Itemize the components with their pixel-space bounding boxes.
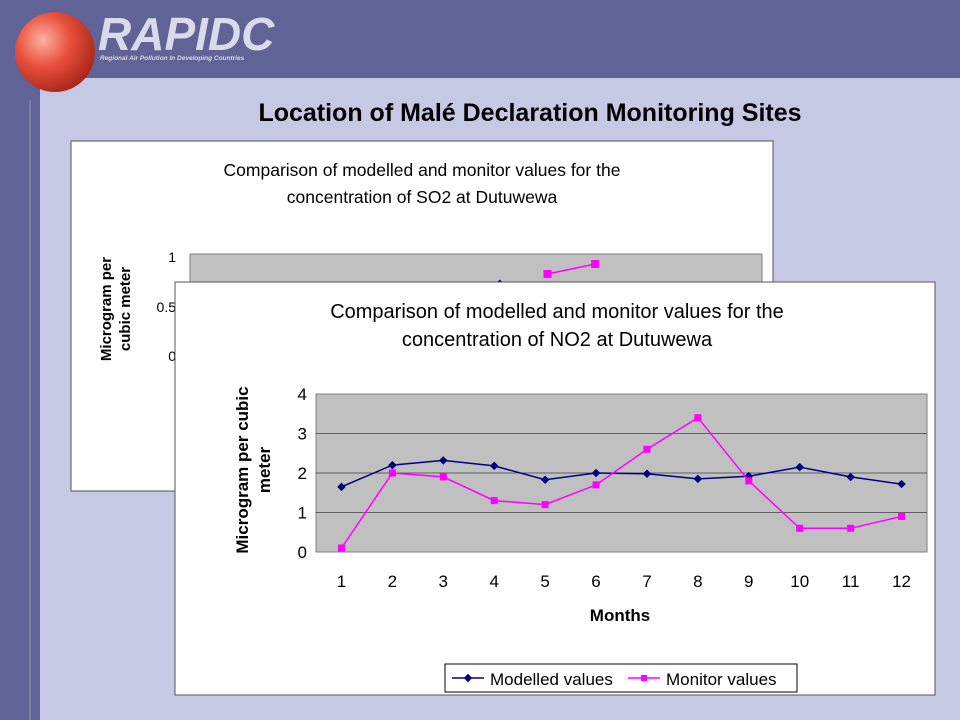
logo-sphere-icon <box>15 12 95 92</box>
modelled-point <box>540 475 550 484</box>
monitor-point <box>388 469 396 477</box>
so2-ytick: 0.5 <box>157 299 177 315</box>
no2-xtick-label: 2 <box>388 572 397 591</box>
no2-chart-title-line1: Comparison of modelled and monitor value… <box>330 301 784 323</box>
no2-xtick-label: 4 <box>489 572 498 591</box>
no2-ytick-label: 0 <box>298 543 307 562</box>
monitor-point <box>439 473 447 481</box>
modelled-point <box>439 456 448 465</box>
so2-chart-title-line2: concentration of SO2 at Dutuwewa <box>287 187 558 207</box>
modelled-point <box>337 482 346 492</box>
monitor-point <box>337 544 345 552</box>
so2-monitor-point <box>543 270 552 278</box>
no2-chart-title-line2: concentration of NO2 at Dutuwewa <box>402 329 713 351</box>
modelled-point <box>693 474 703 484</box>
legend-box <box>444 663 798 693</box>
no2-xtick-label: 12 <box>892 572 911 591</box>
no2-xtick-label: 3 <box>439 572 448 591</box>
no2-xtick-label: 11 <box>842 572 860 591</box>
no2-xtick-label: 8 <box>693 572 702 591</box>
legend-monitor-label: Monitor values <box>666 670 777 689</box>
no2-ytick-label: 4 <box>298 385 307 404</box>
so2-monitor-point <box>591 260 600 268</box>
so2-ylabel-line1: Microgram per <box>98 257 115 361</box>
modelled-point <box>846 472 855 482</box>
monitor-point <box>592 481 600 489</box>
no2-ytick-label: 1 <box>298 504 307 523</box>
legend-modelled-label: Modelled values <box>490 670 613 689</box>
monitor-point <box>898 512 906 520</box>
so2-ylabel-line2: cubic meter <box>117 267 134 351</box>
no2-legend: Modelled values Monitor values <box>444 663 798 693</box>
monitor-point <box>694 414 702 422</box>
no2-xtick-label: 1 <box>337 572 346 591</box>
so2-ytick: 0 <box>168 348 176 364</box>
modelled-point <box>591 468 601 478</box>
no2-ylabel-line1: Microgram per cubic <box>233 386 252 553</box>
modelled-point <box>642 469 652 479</box>
monitor-point <box>490 497 498 505</box>
monitor-point <box>847 524 855 532</box>
monitor-point <box>745 477 753 485</box>
monitor-point <box>541 501 549 509</box>
no2-xtick-label: 10 <box>790 572 809 591</box>
legend-monitor-marker <box>641 675 647 681</box>
modelled-series-line <box>341 459 902 488</box>
monitor-point <box>643 445 651 453</box>
slide-title: Location of Malé Declaration Monitoring … <box>258 99 801 127</box>
no2-xlabel: Months <box>590 606 650 625</box>
no2-xtick-label: 5 <box>540 572 549 591</box>
modelled-point <box>489 461 499 471</box>
no2-ytick-label: 2 <box>298 464 307 483</box>
no2-ytick-label: 3 <box>298 425 307 444</box>
no2-xtick-label: 6 <box>591 572 600 591</box>
modelled-point <box>388 460 397 470</box>
logo: RAPIDC Regional Air Pollution In Develop… <box>15 8 275 92</box>
so2-monitor-line <box>547 263 596 275</box>
so2-ytick: 1 <box>168 249 176 265</box>
no2-xtick-label: 7 <box>642 572 651 591</box>
logo-subtitle: Regional Air Pollution In Developing Cou… <box>100 55 245 62</box>
so2-chart-title-line1: Comparison of modelled and monitor value… <box>224 160 621 180</box>
monitor-series-line <box>340 416 902 549</box>
monitor-point <box>796 524 804 532</box>
legend-modelled-marker <box>463 673 473 683</box>
modelled-point <box>795 462 804 472</box>
no2-ylabel-line2: meter <box>255 446 274 493</box>
logo-text: RAPIDC <box>98 8 275 60</box>
no2-chart: Comparison of modelled and monitor value… <box>174 281 936 696</box>
modelled-point <box>897 479 906 489</box>
no2-xtick-label: 9 <box>744 572 753 591</box>
